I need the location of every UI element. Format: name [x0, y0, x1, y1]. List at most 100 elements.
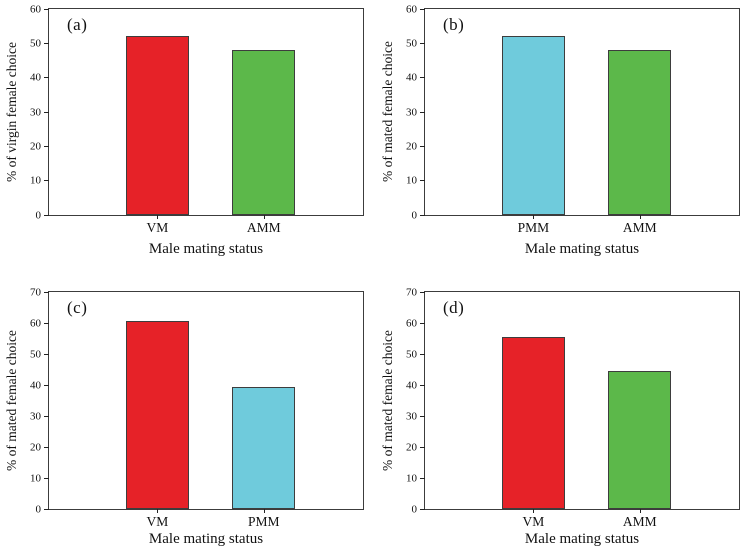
y-tick-mark [44, 8, 49, 10]
y-tick-mark [420, 42, 425, 44]
panel-letter-d: (d) [443, 298, 465, 317]
plot-area-a: (a) 0 10 20 30 40 50 60 VM AMM [30, 4, 364, 234]
x-axis-label: Male mating status [524, 241, 640, 257]
x-tick-mark [639, 215, 641, 219]
y-tick-mark [420, 384, 425, 386]
x-tick-mark [263, 509, 265, 513]
bar-vm [125, 36, 189, 215]
panel-letter-b: (b) [443, 15, 465, 34]
y-tick-mark [44, 446, 49, 448]
bar-amm [608, 371, 672, 509]
y-tick-mark [420, 508, 425, 510]
y-axis-label: % of virgin female choice [4, 42, 19, 182]
y-tick-label: 70 [406, 286, 417, 298]
y-tick-mark [420, 8, 425, 10]
y-tick-label: 0 [411, 209, 418, 221]
panel-d: % of mated female choice (d) 0 10 20 30 40 50… [376, 276, 752, 553]
x-axis-label: Male mating status [148, 531, 264, 547]
y-tick-label: 70 [30, 286, 41, 298]
bar-amm [608, 50, 672, 215]
bar-pmm [232, 386, 296, 509]
panel-a: % of virgin female choice (a) 0 10 20 30 40 5… [0, 0, 376, 276]
x-tick-mark [157, 509, 159, 513]
y-tick-mark [44, 180, 49, 182]
plot-area-d: (d) 0 10 20 30 40 50 60 70 VM AMM [406, 287, 740, 528]
y-tick-label: 50 [30, 37, 41, 50]
x-axis-label: Male mating status [148, 241, 264, 257]
bar-vm [501, 336, 565, 509]
y-tick-mark [44, 291, 49, 293]
panel-b: % of mated female choice (b) 0 10 20 30 40 50… [376, 0, 752, 276]
y-tick-label: 40 [406, 379, 417, 392]
panel-c: % of mated female choice (c) 0 10 20 30 40 50… [0, 276, 376, 553]
y-tick-label: 60 [30, 3, 41, 15]
y-tick-label: 10 [406, 472, 417, 485]
x-tick-mark [533, 215, 535, 219]
bar-vm [125, 321, 189, 509]
y-tick-label: 50 [406, 37, 417, 50]
y-tick-label: 60 [30, 317, 41, 329]
y-tick-mark [44, 322, 49, 324]
x-category-label: AMM [246, 220, 281, 235]
y-tick-mark [44, 477, 49, 479]
x-category-label: VM [146, 514, 169, 529]
y-tick-mark [44, 415, 49, 417]
y-tick-mark [44, 214, 49, 216]
y-tick-label: 10 [406, 174, 417, 187]
y-tick-label: 30 [406, 410, 417, 422]
y-tick-label: 50 [406, 348, 417, 360]
y-tick-label: 30 [406, 106, 417, 118]
bar-amm [232, 50, 296, 215]
y-tick-label: 0 [411, 503, 418, 515]
y-tick-mark [420, 77, 425, 79]
y-tick-mark [420, 214, 425, 216]
x-tick-mark [263, 215, 265, 219]
y-tick-label: 10 [30, 472, 41, 485]
x-category-label: PMM [517, 220, 550, 235]
x-category-label: AMM [622, 220, 657, 235]
y-tick-mark [44, 384, 49, 386]
y-tick-label: 50 [30, 348, 41, 360]
bar-pmm [501, 36, 565, 215]
y-tick-label: 20 [30, 140, 41, 153]
y-tick-label: 60 [406, 3, 417, 15]
y-tick-mark [420, 291, 425, 293]
y-tick-mark [420, 353, 425, 355]
y-tick-label: 30 [30, 106, 41, 118]
y-tick-label: 0 [35, 209, 42, 221]
x-category-label: PMM [248, 514, 280, 529]
y-tick-mark [420, 446, 425, 448]
y-tick-mark [420, 477, 425, 479]
y-tick-mark [44, 42, 49, 44]
y-tick-mark [44, 508, 49, 510]
y-tick-mark [44, 145, 49, 147]
y-axis-label: % of mated female choice [380, 330, 395, 471]
x-category-label: AMM [622, 514, 657, 529]
y-tick-mark [420, 180, 425, 182]
y-tick-mark [420, 145, 425, 147]
y-tick-label: 40 [30, 71, 41, 84]
y-tick-mark [420, 415, 425, 417]
plot-area-c: (c) 0 10 20 30 40 50 60 70 VM PMM [30, 287, 364, 528]
y-tick-label: 30 [30, 410, 41, 422]
y-tick-label: 40 [406, 71, 417, 84]
y-tick-mark [420, 111, 425, 113]
y-tick-label: 60 [406, 317, 417, 329]
x-axis-label: Male mating status [524, 531, 640, 547]
x-category-label: VM [522, 514, 545, 529]
x-tick-mark [157, 215, 159, 219]
x-category-label: VM [146, 220, 169, 235]
y-tick-label: 0 [35, 503, 42, 515]
y-tick-label: 10 [30, 174, 41, 187]
panel-letter-c: (c) [67, 298, 88, 317]
x-tick-mark [533, 509, 535, 513]
y-tick-mark [44, 111, 49, 113]
y-tick-mark [44, 353, 49, 355]
panel-letter-a: (a) [67, 15, 88, 34]
y-tick-mark [420, 322, 425, 324]
y-tick-label: 20 [406, 441, 417, 454]
y-tick-label: 40 [30, 379, 41, 392]
y-tick-label: 20 [30, 441, 41, 454]
x-tick-mark [639, 509, 641, 513]
